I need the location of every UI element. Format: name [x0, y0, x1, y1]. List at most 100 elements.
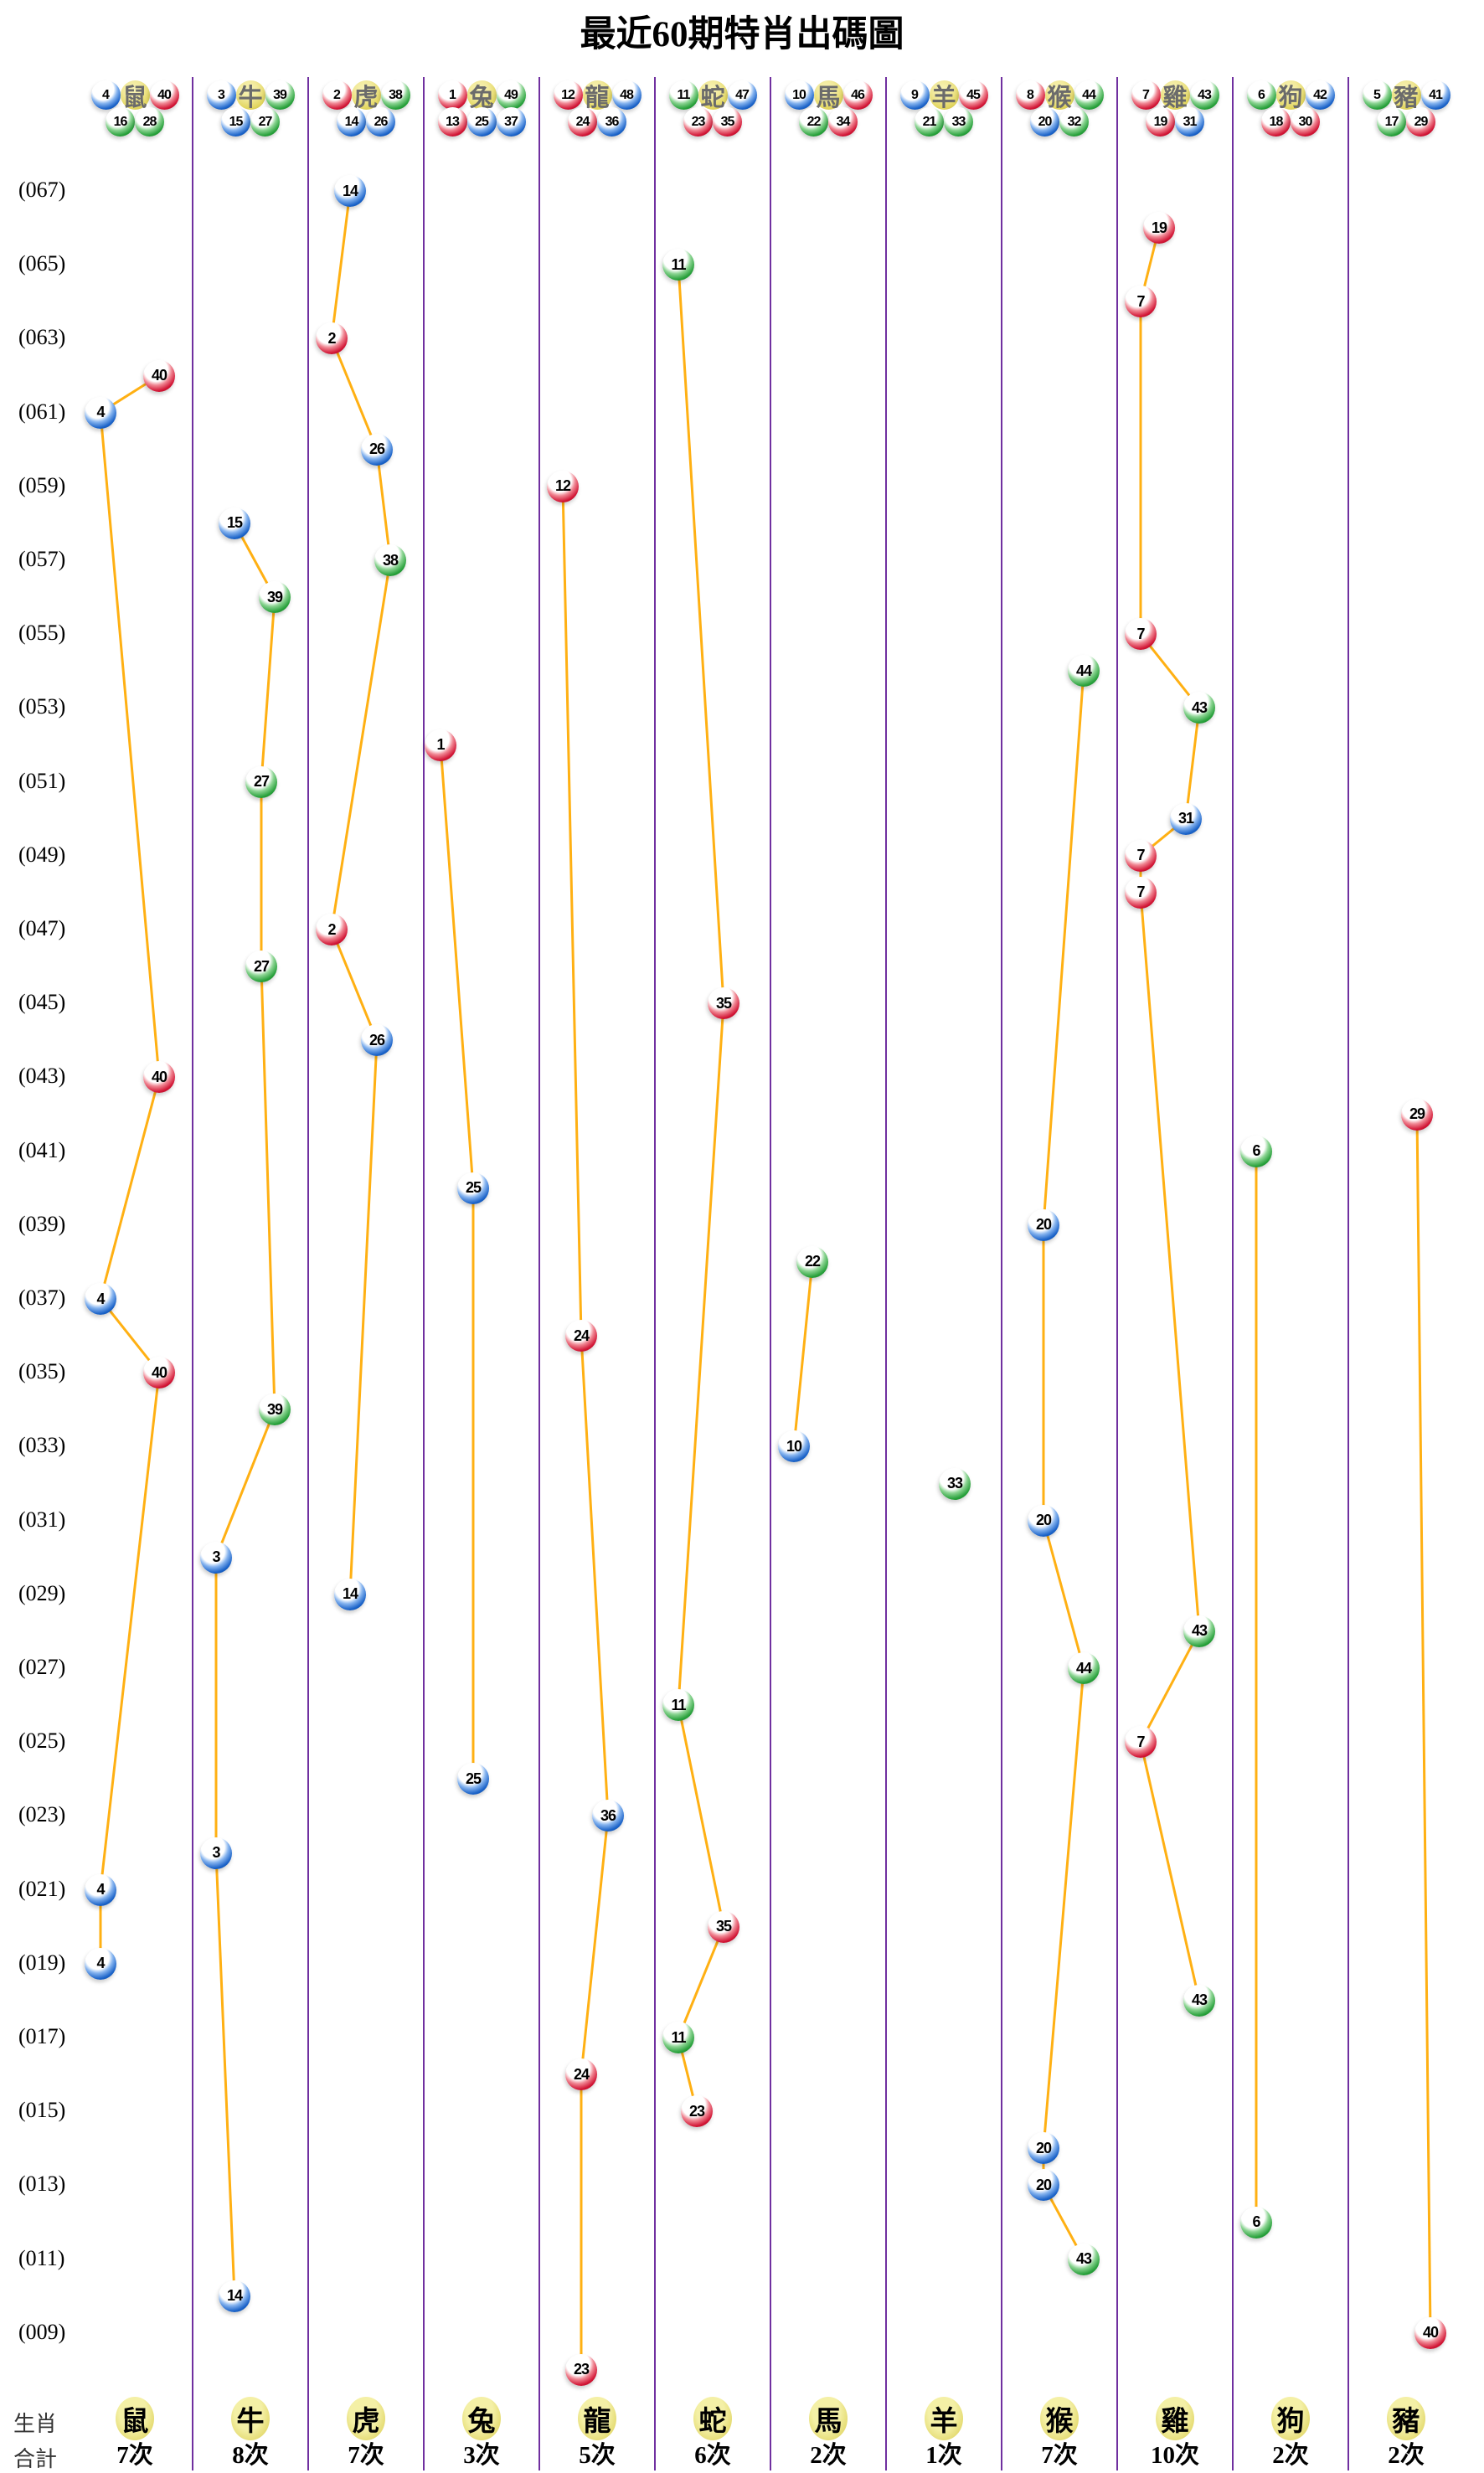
chart-ball: 26 [361, 433, 393, 466]
chart-ball: 43 [1183, 692, 1215, 724]
header-row-bottom: 17 29 [1377, 107, 1435, 137]
header-ball: 25 [466, 107, 497, 137]
column-divider [538, 77, 540, 2470]
legend-total: 5次 [579, 2442, 616, 2469]
chart-ball: 43 [1068, 2243, 1100, 2275]
header-row-bottom: 23 35 [683, 107, 742, 137]
row-label: (063) [18, 325, 66, 350]
chart-ball: 31 [1170, 802, 1202, 835]
trend-line-猴 [1042, 671, 1085, 2260]
legend-total: 6次 [694, 2442, 731, 2469]
header-row-bottom: 16 28 [106, 107, 164, 137]
legend-zodiac-badge: 馬 [809, 2397, 848, 2440]
column-header-龍: 12 龍 48 24 36 [539, 80, 655, 137]
row-label: (021) [18, 1876, 66, 1901]
chart-ball: 4 [85, 1947, 116, 1980]
header-ball: 31 [1175, 107, 1204, 137]
legend-zodiac-badge: 牛 [231, 2397, 270, 2440]
chart-ball: 7 [1125, 1726, 1157, 1759]
header-ball: 46 [842, 80, 873, 110]
legend-total: 2次 [810, 2442, 847, 2469]
chart-ball: 11 [662, 1689, 694, 1722]
chart-ball: 15 [219, 507, 250, 539]
chart-ball: 38 [374, 544, 406, 576]
header-ball: 13 [437, 107, 467, 137]
chart-ball: 19 [1143, 212, 1175, 245]
header-ball: 5 [1362, 80, 1392, 110]
header-row-bottom: 18 30 [1261, 107, 1320, 137]
header-row-bottom: 22 34 [799, 107, 858, 137]
chart-ball: 23 [681, 2095, 713, 2128]
header-ball: 20 [1030, 107, 1059, 137]
header-row-top: 5 豬 41 [1362, 80, 1451, 111]
header-row-top: 1 兔 49 [437, 80, 526, 111]
header-row-bottom: 13 25 37 [437, 107, 526, 137]
zodiac-badge: 豬 [1391, 80, 1421, 111]
header-ball: 37 [496, 107, 526, 137]
header-row-top: 11 蛇 47 [668, 80, 757, 111]
row-label: (051) [18, 768, 66, 793]
header-ball: 27 [250, 107, 280, 137]
chart-ball: 39 [259, 1394, 291, 1426]
legend-total: 1次 [925, 2442, 962, 2469]
row-label: (017) [18, 2024, 66, 2048]
row-label: (037) [18, 1285, 66, 1310]
chart-ball: 43 [1183, 1615, 1215, 1647]
chart-ball: 6 [1240, 2206, 1272, 2239]
header-ball: 8 [1015, 80, 1045, 110]
header-ball: 42 [1305, 80, 1335, 110]
column-divider [192, 77, 193, 2470]
header-ball: 35 [713, 107, 742, 137]
header-ball: 32 [1059, 107, 1089, 137]
column-header-猴: 8 猴 44 20 32 [1002, 80, 1117, 137]
chart-ball: 40 [143, 1357, 175, 1389]
header-row-top: 12 龍 48 [553, 80, 642, 111]
header-ball: 36 [597, 107, 626, 137]
chart-ball: 3 [200, 1837, 232, 1869]
row-label: (015) [18, 2098, 66, 2123]
header-ball: 6 [1246, 80, 1276, 110]
chart-ball: 20 [1028, 2132, 1059, 2165]
legend-zodiac-badge: 虎 [347, 2397, 385, 2440]
chart-ball: 23 [565, 2353, 597, 2386]
row-label: (061) [18, 399, 66, 424]
row-label: (055) [18, 621, 66, 646]
page-title: 最近60期特肖出碼圖 [580, 15, 904, 54]
chart-ball: 11 [662, 2022, 694, 2053]
chart-ball: 20 [1028, 2169, 1059, 2202]
row-label: (067) [18, 178, 66, 202]
trend-line-馬 [792, 1261, 814, 1447]
header-ball: 43 [1189, 80, 1219, 110]
column-divider [885, 77, 887, 2470]
row-label: (023) [18, 1802, 66, 1827]
header-row-bottom: 21 33 [915, 107, 973, 137]
zodiac-badge: 牛 [235, 80, 265, 111]
chart-ball: 11 [662, 249, 694, 281]
chart-ball: 40 [143, 1061, 175, 1094]
legend-zodiac-badge: 豬 [1387, 2397, 1425, 2440]
header-ball: 11 [668, 80, 698, 110]
column-header-狗: 6 狗 42 18 30 [1233, 80, 1348, 137]
header-row-top: 8 猴 44 [1015, 80, 1104, 111]
chart-ball: 1 [425, 729, 456, 761]
header-ball: 10 [784, 80, 814, 110]
chart-ball: 4 [85, 396, 116, 429]
zodiac-badge: 猴 [1044, 80, 1074, 111]
legend-zodiac-badge: 兔 [462, 2397, 501, 2440]
header-ball: 48 [611, 80, 642, 110]
header-row-top: 10 馬 46 [784, 80, 873, 111]
chart-ball: 24 [565, 2058, 597, 2091]
legend-total: 7次 [116, 2442, 153, 2469]
chart-ball: 25 [457, 1172, 489, 1204]
chart-ball: 44 [1068, 1652, 1100, 1684]
header-ball: 45 [958, 80, 988, 110]
row-label: (027) [18, 1655, 66, 1679]
legend-zodiac-badge: 鼠 [116, 2397, 154, 2440]
zodiac-badge: 鼠 [120, 80, 150, 111]
row-label: (013) [18, 2172, 66, 2197]
zodiac-badge: 雞 [1160, 80, 1190, 111]
header-ball: 29 [1406, 107, 1435, 137]
chart-ball: 14 [219, 2280, 250, 2312]
header-row-bottom: 24 36 [568, 107, 626, 137]
column-header-豬: 5 豬 41 17 29 [1348, 80, 1464, 137]
